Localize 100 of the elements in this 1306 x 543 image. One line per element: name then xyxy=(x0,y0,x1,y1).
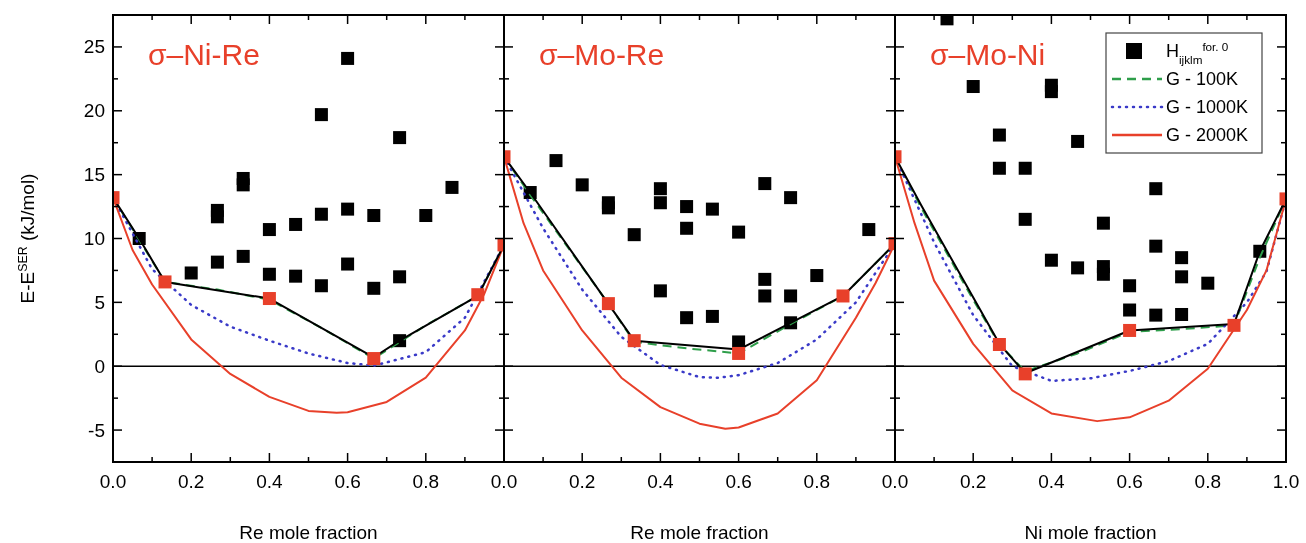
point xyxy=(471,288,485,302)
point xyxy=(367,209,381,223)
point xyxy=(210,255,224,269)
point xyxy=(992,161,1006,175)
point xyxy=(1096,216,1110,230)
x-tick-label: 0.4 xyxy=(647,471,675,492)
point xyxy=(966,80,980,94)
x-tick-label: 0.0 xyxy=(490,471,518,492)
point xyxy=(289,217,303,231)
legend-label: G - 2000K xyxy=(1166,125,1249,145)
point xyxy=(1123,323,1137,337)
point xyxy=(158,275,172,289)
point xyxy=(184,266,198,280)
point xyxy=(601,201,615,215)
point xyxy=(1201,276,1215,290)
point xyxy=(784,289,798,303)
point xyxy=(1018,367,1032,381)
point xyxy=(758,289,772,303)
point xyxy=(575,178,589,192)
point xyxy=(653,182,667,196)
point xyxy=(732,335,746,349)
point xyxy=(627,228,641,242)
point xyxy=(419,209,433,223)
point xyxy=(445,180,459,194)
point xyxy=(784,191,798,205)
x-tick-label: 0.6 xyxy=(334,471,361,492)
point xyxy=(262,223,276,237)
point xyxy=(262,292,276,306)
point xyxy=(262,267,276,281)
point xyxy=(862,223,876,237)
point xyxy=(367,281,381,295)
point xyxy=(680,311,694,325)
x-tick-label: 0.8 xyxy=(1194,471,1222,492)
point xyxy=(1044,253,1058,267)
text: σ–Ni-Re xyxy=(148,38,260,71)
point xyxy=(992,128,1006,142)
x-tick-label: 0.2 xyxy=(568,471,596,492)
y-tick-label: 10 xyxy=(83,228,105,249)
x-tick-label: 0.8 xyxy=(803,471,831,492)
point xyxy=(367,352,381,366)
point xyxy=(393,131,407,145)
point xyxy=(210,210,224,224)
point xyxy=(810,269,824,283)
point xyxy=(653,196,667,210)
text: σ–Mo-Re xyxy=(539,38,665,71)
point xyxy=(1175,270,1189,284)
point xyxy=(341,202,355,216)
point xyxy=(1175,251,1189,265)
point xyxy=(758,177,772,191)
x-tick-label: 0.4 xyxy=(1038,471,1066,492)
point xyxy=(1071,261,1085,275)
point xyxy=(341,51,355,65)
point xyxy=(549,154,563,168)
point xyxy=(705,202,719,216)
point xyxy=(732,346,746,360)
point xyxy=(314,279,328,293)
point xyxy=(1149,239,1163,253)
x-axis-title: Ni mole fraction xyxy=(1024,522,1157,543)
point xyxy=(836,289,850,303)
point xyxy=(680,221,694,235)
x-tick-label: 0.2 xyxy=(177,471,205,492)
point xyxy=(341,257,355,271)
text: σ–Mo-Ni xyxy=(930,38,1046,71)
point xyxy=(1149,308,1163,322)
x-tick-label: 0.0 xyxy=(881,471,909,492)
x-axis-title: Re mole fraction xyxy=(239,522,378,543)
point xyxy=(314,207,328,221)
point xyxy=(680,200,694,214)
point xyxy=(1175,307,1189,321)
x-tick-label: 0.8 xyxy=(412,471,440,492)
point xyxy=(314,108,328,122)
point xyxy=(653,284,667,298)
x-tick-label: 0.6 xyxy=(1116,471,1143,492)
y-tick-label: -5 xyxy=(88,419,105,441)
point xyxy=(1018,212,1032,226)
x-tick-label: 0.4 xyxy=(256,471,284,492)
point xyxy=(758,272,772,286)
point xyxy=(1227,318,1241,332)
point xyxy=(1018,161,1032,175)
legend-label: G - 1000K xyxy=(1166,97,1249,117)
point xyxy=(1149,182,1163,196)
x-tick-label: 1.0 xyxy=(1272,471,1300,492)
point xyxy=(1123,279,1137,293)
x-tick-label: 0.6 xyxy=(725,471,752,492)
point xyxy=(732,225,746,239)
point xyxy=(1044,85,1058,99)
point xyxy=(992,338,1006,351)
point xyxy=(289,269,303,283)
point xyxy=(1123,303,1137,317)
x-tick-label: 0.0 xyxy=(99,471,127,492)
point xyxy=(393,270,407,284)
point xyxy=(705,309,719,323)
y-tick-label: 0 xyxy=(94,355,105,377)
x-tick-label: 0.2 xyxy=(959,471,987,492)
y-tick-label: 5 xyxy=(94,291,105,313)
y-tick-label: 15 xyxy=(83,164,105,186)
point xyxy=(601,297,615,311)
y-tick-label: 20 xyxy=(83,100,105,122)
legend-label: G - 100K xyxy=(1166,69,1239,89)
point xyxy=(627,334,641,348)
